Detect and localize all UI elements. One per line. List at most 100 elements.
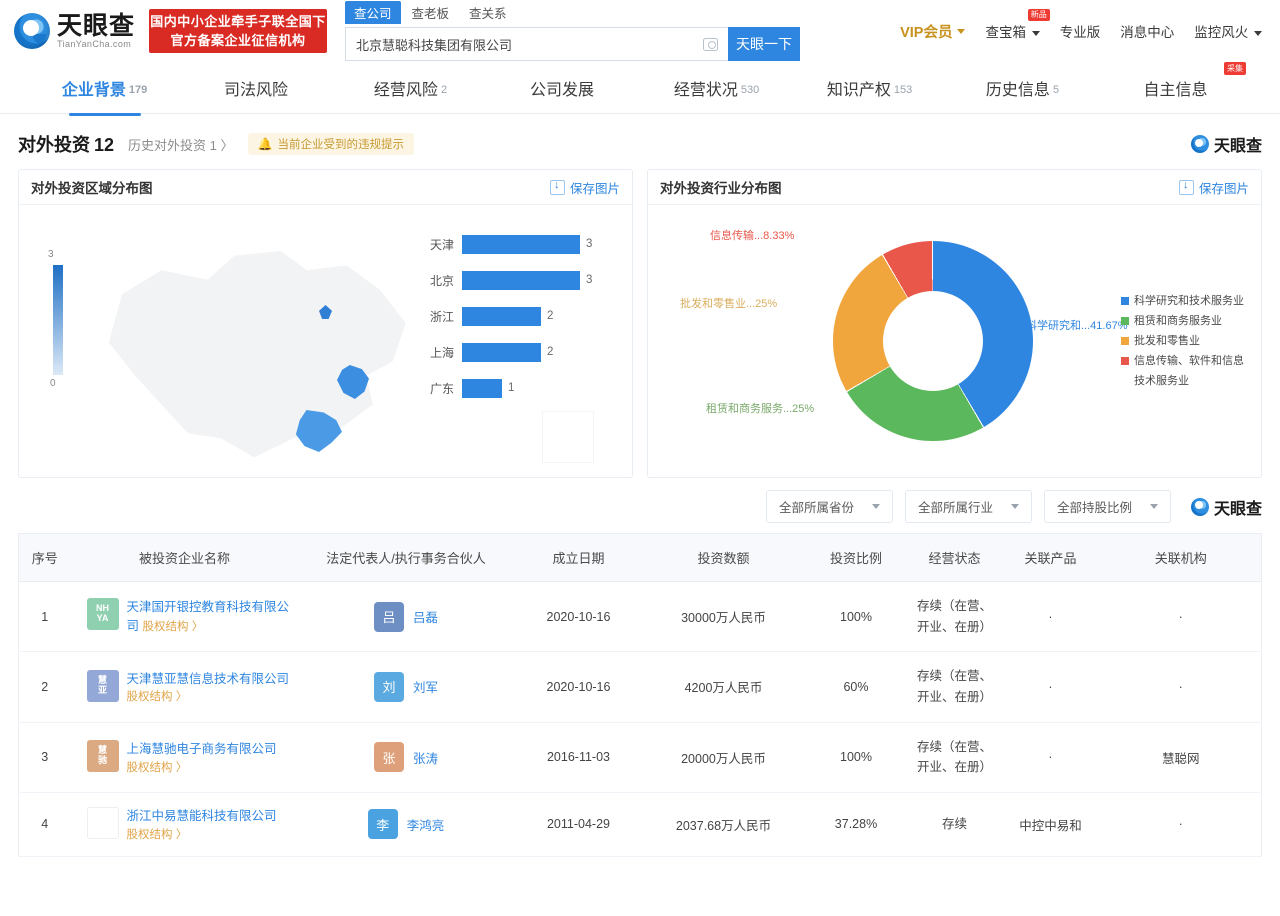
nav-item-pro[interactable]: 专业版 — [1059, 25, 1101, 40]
promo-line-1: 国内中小企业牵手子联全国下 — [150, 13, 326, 29]
person-name-link[interactable]: 李鸿亮 — [406, 818, 445, 833]
tab-enterprise-background[interactable]: 企业背景 179 — [28, 76, 181, 100]
company-logo-icon — [86, 806, 119, 839]
company-name-link[interactable]: 天津慧亚慧信息技术有限公司 — [126, 671, 290, 686]
search-row: 天眼一下 — [345, 27, 801, 61]
table-row[interactable]: 4 浙江中易慧能科技有限公司 股权结构 〉 李 李鸿亮 2011-04-29 2… — [18, 792, 1262, 857]
cell-institution: · — [1100, 581, 1262, 653]
tab-company-development[interactable]: 公司发展 — [487, 76, 640, 100]
nav-item-monitor[interactable]: 监控风火 — [1194, 21, 1262, 41]
cell-index: 4 — [18, 792, 71, 857]
table-row[interactable]: 2 慧亚 天津慧亚慧信息技术有限公司 股权结构 〉 刘 刘军 2020-10-1… — [18, 651, 1262, 723]
search-tab-relation[interactable]: 查关系 — [469, 7, 507, 21]
cell-product: · — [1000, 651, 1101, 723]
col-status[interactable]: 经营状态 — [908, 533, 1001, 582]
cell-amount: 20000万人民币 — [643, 722, 804, 793]
vip-member-link[interactable]: VIP会员 — [900, 21, 966, 42]
search-tab-boss[interactable]: 查老板 — [411, 7, 450, 21]
tab-count: 179 — [128, 83, 148, 96]
promo-banner[interactable]: 国内中小企业牵手子联全国下 官方备案企业征信机构 — [149, 9, 328, 53]
collect-badge: 采集 — [1224, 61, 1246, 75]
table-row[interactable]: 3 慧驰 上海慧驰电子商务有限公司 股权结构 〉 张 张涛 2016-11-03… — [18, 722, 1262, 793]
save-image-button-region[interactable]: 保存图片 — [549, 178, 620, 197]
tab-count: 530 — [740, 83, 760, 96]
top-header-bar: 天眼查 TianYanCha.com 国内中小企业牵手子联全国下 官方备案企业征… — [0, 0, 1280, 62]
site-logo[interactable]: 天眼查 TianYanCha.com — [14, 13, 135, 49]
industry-panel-title: 对外投资行业分布图 — [660, 181, 782, 196]
table-header-row: 序号 被投资企业名称 法定代表人/执行事务合伙人 成立日期 投资数额 投资比例 … — [18, 533, 1262, 582]
cell-legal-rep: 张 张涛 — [298, 722, 514, 793]
search-tab-company[interactable]: 查公司 — [345, 1, 401, 24]
tab-historical-info[interactable]: 历史信息 5 — [946, 76, 1099, 100]
search-box[interactable] — [345, 27, 729, 61]
region-bar-chart: 天津 3 北京 3 浙江 2 上海 2 — [414, 233, 614, 413]
bar-row: 浙江 2 — [414, 305, 614, 327]
nav-label-treasure-box: 查宝箱 — [985, 25, 1026, 40]
col-amount[interactable]: 投资数额 — [643, 533, 804, 582]
bar-value: 1 — [508, 382, 515, 394]
tab-operation-status[interactable]: 经营状况 530 — [640, 76, 793, 100]
logo-text-en: TianYanCha.com — [57, 39, 132, 49]
cell-product-link[interactable]: 中控中易和 — [1000, 792, 1101, 857]
download-icon — [549, 179, 565, 195]
person-name-link[interactable]: 张涛 — [412, 751, 438, 766]
company-name-link[interactable]: 天津国开银控教育科技有限公司 — [126, 599, 290, 633]
bar-label: 上海 — [429, 345, 454, 360]
tab-operation-risk[interactable]: 经营风险 2 — [334, 76, 487, 100]
camera-icon[interactable] — [703, 37, 719, 51]
bar-row: 北京 3 — [414, 269, 614, 291]
equity-structure-link[interactable]: 股权结构 〉 — [142, 620, 204, 633]
equity-structure-link[interactable]: 股权结构 〉 — [126, 828, 188, 841]
equity-structure-link[interactable]: 股权结构 〉 — [126, 691, 188, 704]
person-name-link[interactable]: 吕磊 — [412, 611, 438, 626]
filter-shareholding[interactable]: 全部持股比例 — [1043, 490, 1171, 523]
col-date[interactable]: 成立日期 — [513, 533, 644, 582]
legend-item[interactable]: 信息传输、软件和信息 — [1121, 353, 1249, 370]
col-company[interactable]: 被投资企业名称 — [70, 533, 299, 582]
legend-item[interactable]: 科学研究和技术服务业 — [1121, 293, 1249, 310]
company-name-link[interactable]: 上海慧驰电子商务有限公司 — [126, 741, 277, 756]
equity-structure-link[interactable]: 股权结构 〉 — [126, 761, 188, 774]
col-product[interactable]: 关联产品 — [1000, 533, 1101, 582]
china-map[interactable]: 3 0 — [19, 205, 632, 477]
company-name-link[interactable]: 浙江中易慧能科技有限公司 — [126, 808, 277, 823]
bar-shape — [462, 378, 502, 398]
industry-donut-chart[interactable]: 科学研究和...41.67% 租赁和商务服务...25% 批发和零售业...25… — [648, 205, 1261, 477]
filter-industry[interactable]: 全部所属行业 — [904, 490, 1032, 523]
tab-count: 153 — [893, 83, 913, 96]
search-input[interactable] — [356, 36, 704, 52]
map-province-beijing[interactable] — [319, 305, 332, 319]
cell-index: 2 — [18, 651, 71, 723]
legend-item[interactable]: 批发和零售业 — [1121, 333, 1249, 350]
warning-badge[interactable]: 🔔 当前企业受到的违规提示 — [247, 133, 414, 155]
bar-row: 天津 3 — [414, 233, 614, 255]
cell-ratio: 100% — [803, 581, 909, 653]
cell-ratio: 100% — [803, 722, 909, 793]
search-button[interactable]: 天眼一下 — [728, 27, 801, 61]
industry-distribution-panel: 对外投资行业分布图 保存图片 科学研究和...41.67% 租赁和商务服务...… — [647, 169, 1262, 478]
col-legal-rep[interactable]: 法定代表人/执行事务合伙人 — [298, 533, 514, 582]
company-logo-icon: 慧驰 — [86, 739, 119, 772]
tab-intellectual-property[interactable]: 知识产权 153 — [793, 76, 946, 100]
cell-ratio: 60% — [803, 651, 909, 723]
col-institution[interactable]: 关联机构 — [1100, 533, 1262, 582]
table-row[interactable]: 1 NH YA 天津国开银控教育科技有限公司 股权结构 〉 吕 吕磊 2020-1… — [18, 581, 1262, 653]
section-header: 对外投资 12 历史对外投资 1 〉 🔔 当前企业受到的违规提示 天眼查 — [0, 114, 1280, 169]
tianyancha-logo-icon — [14, 13, 50, 49]
chevron-down-icon — [1254, 30, 1262, 36]
legend-label: 信息传输、软件和信息 — [1134, 355, 1244, 368]
save-image-button-industry[interactable]: 保存图片 — [1178, 178, 1249, 197]
person-name-link[interactable]: 刘军 — [412, 681, 438, 696]
legend-color-swatch — [1121, 297, 1129, 305]
tab-judicial-risk[interactable]: 司法风险 — [181, 76, 334, 100]
region-distribution-panel: 对外投资区域分布图 保存图片 3 0 天津 3 — [18, 169, 633, 478]
col-ratio[interactable]: 投资比例 — [803, 533, 909, 582]
nav-item-treasure-box[interactable]: 新品 查宝箱 — [985, 9, 1050, 41]
history-investment-link[interactable]: 历史对外投资 1 〉 — [128, 137, 234, 153]
filter-province[interactable]: 全部所属省份 — [765, 490, 893, 523]
nav-item-messages[interactable]: 消息中心 — [1120, 25, 1175, 40]
tab-self-info[interactable]: 采集 自主信息 — [1099, 61, 1252, 100]
cell-institution-link[interactable]: 慧聪网 — [1100, 722, 1262, 793]
legend-item[interactable]: 租赁和商务服务业 — [1121, 313, 1249, 330]
col-index[interactable]: 序号 — [18, 533, 71, 582]
